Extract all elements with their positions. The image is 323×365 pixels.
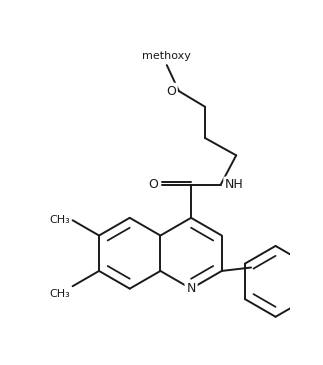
Text: O: O — [148, 178, 158, 191]
Text: CH₃: CH₃ — [49, 215, 70, 225]
Text: CH₃: CH₃ — [49, 289, 70, 299]
Text: methoxy: methoxy — [142, 51, 191, 61]
Text: N: N — [186, 282, 196, 295]
Text: O: O — [166, 85, 176, 97]
Text: NH: NH — [225, 178, 244, 191]
